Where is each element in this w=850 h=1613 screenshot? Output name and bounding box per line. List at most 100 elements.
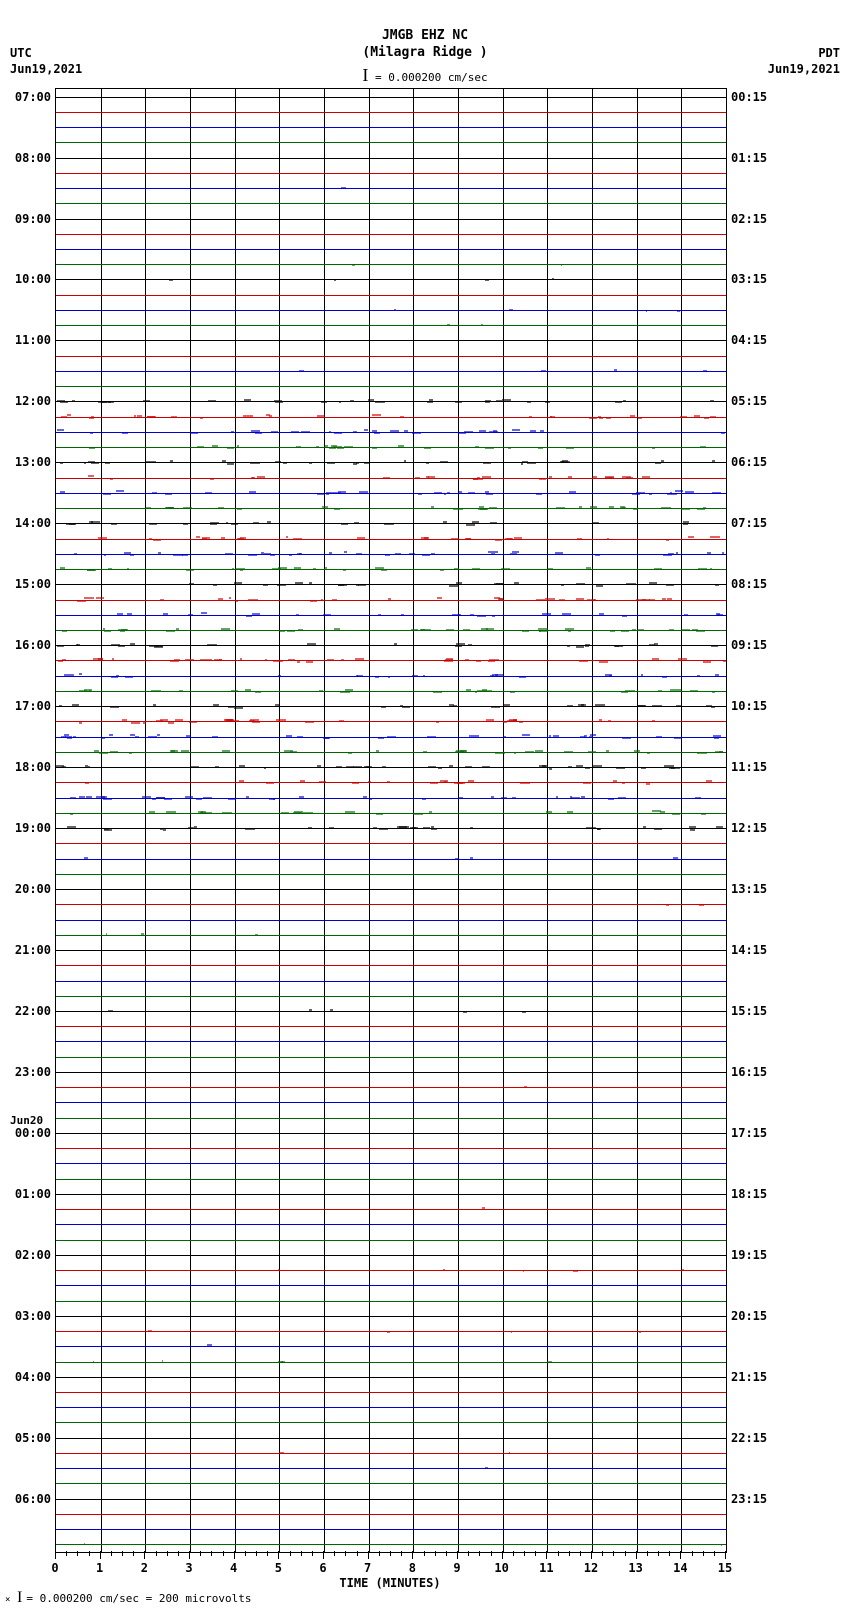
trace-line xyxy=(56,1422,726,1423)
x-tick-minor xyxy=(580,1551,581,1556)
trace-line xyxy=(56,1163,726,1164)
utc-hour-label: 00:00 xyxy=(6,1126,51,1140)
trace-line xyxy=(56,264,726,265)
x-tick-minor xyxy=(267,1551,268,1556)
x-tick-minor xyxy=(625,1551,626,1556)
grid-vline xyxy=(592,89,593,1552)
pdt-hour-label: 08:15 xyxy=(731,577,767,591)
x-tick-label: 13 xyxy=(628,1561,642,1575)
x-tick-major xyxy=(457,1551,458,1559)
utc-hour-label: 09:00 xyxy=(6,212,51,226)
x-tick-major xyxy=(502,1551,503,1559)
trace-line xyxy=(56,462,726,463)
trace-line xyxy=(56,676,726,677)
x-tick-minor xyxy=(379,1551,380,1556)
x-tick-minor xyxy=(513,1551,514,1556)
pdt-hour-label: 04:15 xyxy=(731,333,767,347)
pdt-hour-label: 09:15 xyxy=(731,638,767,652)
utc-hour-label: 18:00 xyxy=(6,760,51,774)
x-tick-minor xyxy=(435,1551,436,1556)
pdt-hour-label: 02:15 xyxy=(731,212,767,226)
x-tick-minor xyxy=(290,1551,291,1556)
grid-vline xyxy=(145,89,146,1552)
utc-hour-label: 13:00 xyxy=(6,455,51,469)
trace-line xyxy=(56,950,726,951)
trace-line xyxy=(56,447,726,448)
x-tick-minor xyxy=(647,1551,648,1556)
utc-hour-label: 05:00 xyxy=(6,1431,51,1445)
scale-text: = 0.000200 cm/sec xyxy=(375,71,488,84)
x-tick-minor xyxy=(345,1551,346,1556)
trace-line xyxy=(56,1407,726,1408)
x-tick-minor xyxy=(424,1551,425,1556)
pdt-hour-label: 00:15 xyxy=(731,90,767,104)
pdt-hour-label: 18:15 xyxy=(731,1187,767,1201)
utc-hour-label: 10:00 xyxy=(6,272,51,286)
header: JMGB EHZ NC (Milagra Ridge ) xyxy=(0,28,850,60)
trace-line xyxy=(56,188,726,189)
x-tick-label: 7 xyxy=(364,1561,371,1575)
x-tick-minor xyxy=(167,1551,168,1556)
timezone-right: PDT Jun19,2021 xyxy=(768,46,840,76)
x-tick-minor xyxy=(89,1551,90,1556)
trace-line xyxy=(56,1468,726,1469)
trace-line xyxy=(56,1270,726,1271)
trace-line xyxy=(56,843,726,844)
x-tick-minor xyxy=(211,1551,212,1556)
trace-line xyxy=(56,371,726,372)
x-tick-label: 15 xyxy=(718,1561,732,1575)
x-tick-minor xyxy=(122,1551,123,1556)
trace-line xyxy=(56,981,726,982)
x-tick-minor xyxy=(223,1551,224,1556)
trace-line xyxy=(56,356,726,357)
trace-line xyxy=(56,173,726,174)
utc-hour-label: 11:00 xyxy=(6,333,51,347)
footer-text: = 0.000200 cm/sec = 200 microvolts xyxy=(26,1592,251,1605)
pdt-hour-label: 07:15 xyxy=(731,516,767,530)
trace-line xyxy=(56,1377,726,1378)
x-tick-minor xyxy=(312,1551,313,1556)
x-tick-major xyxy=(725,1551,726,1559)
trace-line xyxy=(56,127,726,128)
pdt-hour-label: 06:15 xyxy=(731,455,767,469)
trace-line xyxy=(56,1118,726,1119)
x-tick-minor xyxy=(357,1551,358,1556)
utc-hour-label: 04:00 xyxy=(6,1370,51,1384)
x-tick-label: 10 xyxy=(494,1561,508,1575)
x-tick-minor xyxy=(468,1551,469,1556)
utc-hour-label: 02:00 xyxy=(6,1248,51,1262)
trace-line xyxy=(56,1285,726,1286)
trace-line xyxy=(56,1529,726,1530)
pdt-hour-label: 13:15 xyxy=(731,882,767,896)
scale-legend: I = 0.000200 cm/sec xyxy=(0,65,850,86)
tz-left-name: UTC xyxy=(10,46,82,60)
timezone-left: UTC Jun19,2021 xyxy=(10,46,82,76)
pdt-hour-label: 16:15 xyxy=(731,1065,767,1079)
x-tick-minor xyxy=(535,1551,536,1556)
x-tick-major xyxy=(55,1551,56,1559)
trace-line xyxy=(56,1438,726,1439)
seismogram-container: JMGB EHZ NC (Milagra Ridge ) I = 0.00020… xyxy=(0,0,850,1613)
x-tick-minor xyxy=(669,1551,670,1556)
utc-hour-label: 07:00 xyxy=(6,90,51,104)
utc-hour-label: 22:00 xyxy=(6,1004,51,1018)
trace-line xyxy=(56,1301,726,1302)
trace-line xyxy=(56,874,726,875)
seismogram-plot xyxy=(55,88,727,1553)
x-tick-major xyxy=(189,1551,190,1559)
trace-line xyxy=(56,1209,726,1210)
day-break-label: Jun20 xyxy=(10,1114,43,1127)
trace-line xyxy=(56,935,726,936)
x-tick-label: 6 xyxy=(319,1561,326,1575)
trace-line xyxy=(56,1544,726,1545)
x-tick-minor xyxy=(156,1551,157,1556)
x-tick-minor xyxy=(111,1551,112,1556)
x-tick-major xyxy=(323,1551,324,1559)
x-tick-minor xyxy=(256,1551,257,1556)
tz-right-name: PDT xyxy=(768,46,840,60)
trace-line xyxy=(56,828,726,829)
trace-line xyxy=(56,1224,726,1225)
x-tick-major xyxy=(546,1551,547,1559)
x-tick-major xyxy=(591,1551,592,1559)
trace-line xyxy=(56,112,726,113)
